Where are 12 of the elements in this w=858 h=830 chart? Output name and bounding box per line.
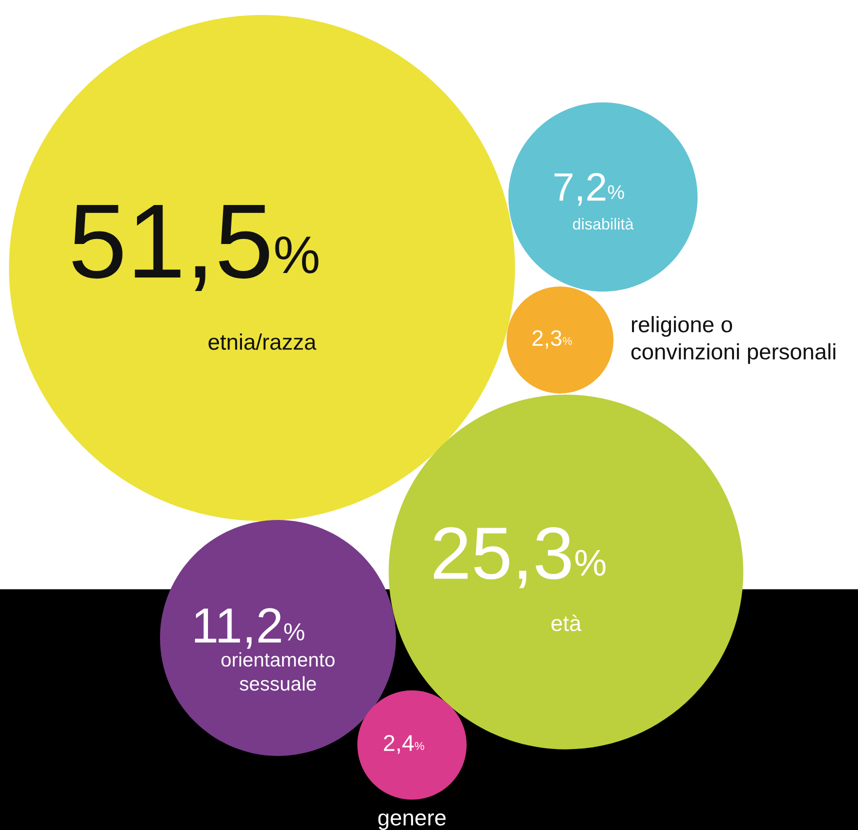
category-label: genere (378, 813, 446, 830)
category-label: religione o convinzioni personali (631, 316, 836, 364)
category-label: età (552, 614, 582, 632)
data-label: 7,2% (554, 173, 624, 206)
data-label: 25,3% (434, 527, 606, 588)
data-label: 51,5% (72, 205, 318, 292)
category-label: disabilità (572, 218, 634, 230)
data-label: 11,2% (195, 608, 304, 649)
data-label: 2,3% (532, 330, 572, 349)
category-label: orientamento sessuale (221, 652, 335, 691)
data-label: 2,4% (384, 734, 424, 754)
category-label: etnia/razza (208, 334, 316, 350)
